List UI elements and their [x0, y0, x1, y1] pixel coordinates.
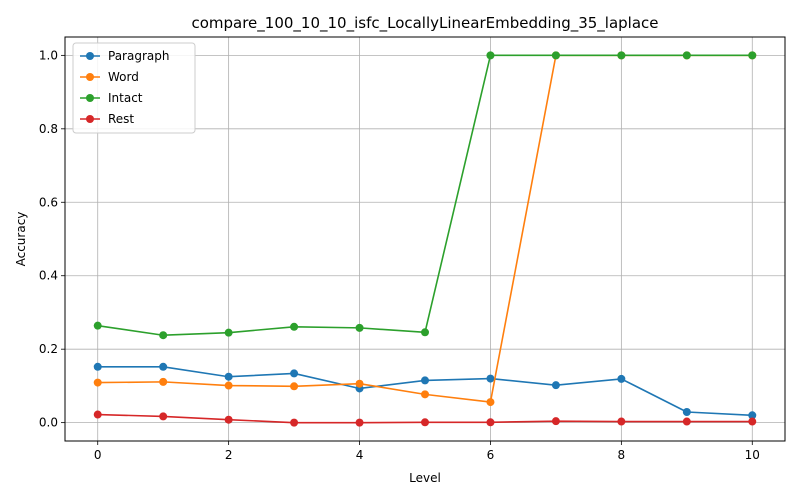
- data-point: [748, 51, 757, 60]
- data-point: [224, 372, 233, 381]
- chart-title: compare_100_10_10_isfc_LocallyLinearEmbe…: [191, 14, 658, 33]
- data-point: [290, 322, 299, 331]
- data-point: [159, 377, 168, 386]
- data-point: [224, 381, 233, 390]
- series-layer: [93, 51, 757, 427]
- legend-label: Rest: [108, 112, 134, 126]
- x-tick-label: 2: [225, 448, 233, 462]
- data-point: [486, 374, 495, 383]
- x-tick-label: 6: [487, 448, 495, 462]
- data-point: [355, 379, 364, 388]
- data-point: [159, 412, 168, 421]
- legend-item: Word: [80, 70, 139, 84]
- data-point: [486, 398, 495, 407]
- data-point: [617, 374, 626, 383]
- legend-item: Paragraph: [80, 49, 169, 63]
- x-axis-ticks: 0 2 4 6 8 10: [94, 441, 760, 462]
- data-point: [421, 328, 429, 337]
- data-point: [93, 321, 102, 330]
- series-intact: [93, 51, 757, 340]
- data-point: [93, 378, 102, 387]
- data-point: [421, 418, 429, 427]
- y-tick-label: 0.0: [39, 416, 58, 430]
- legend: Paragraph Word Intact Rest: [72, 42, 196, 134]
- data-point: [93, 362, 102, 371]
- data-point: [421, 390, 429, 399]
- y-tick-label: 0.2: [39, 342, 58, 356]
- legend-label: Word: [108, 70, 139, 84]
- x-tick-label: 8: [618, 448, 626, 462]
- data-point: [159, 362, 168, 371]
- legend-item: Intact: [80, 91, 143, 105]
- data-point: [486, 418, 495, 427]
- data-point: [748, 417, 757, 426]
- y-tick-label: 0.4: [39, 269, 58, 283]
- data-point: [486, 51, 495, 60]
- plot-frame: [64, 36, 786, 442]
- x-tick-label: 0: [94, 448, 102, 462]
- data-point: [93, 410, 102, 419]
- legend-label: Intact: [108, 91, 143, 105]
- legend-marker: [86, 94, 94, 102]
- data-point: [682, 417, 691, 426]
- y-axis-label: Accuracy: [14, 212, 28, 267]
- data-point: [421, 376, 429, 385]
- legend-frame: [72, 42, 196, 134]
- data-point: [682, 407, 691, 416]
- series-rest: [93, 410, 757, 427]
- legend-marker: [86, 52, 94, 60]
- data-point: [290, 369, 299, 378]
- y-tick-label: 1.0: [39, 48, 58, 62]
- data-point: [551, 381, 560, 390]
- data-point: [224, 328, 233, 337]
- x-tick-label: 10: [745, 448, 760, 462]
- data-point: [290, 382, 299, 391]
- data-point: [355, 323, 364, 332]
- data-point: [290, 418, 299, 427]
- data-point: [355, 418, 364, 427]
- legend-item: Rest: [80, 112, 134, 126]
- legend-marker: [86, 73, 94, 81]
- data-point: [551, 51, 560, 60]
- x-axis-label: Level: [409, 471, 441, 485]
- legend-marker: [86, 115, 94, 123]
- data-point: [682, 51, 691, 60]
- data-point: [224, 415, 233, 424]
- data-point: [617, 417, 626, 426]
- data-point: [617, 51, 626, 60]
- x-tick-label: 4: [356, 448, 364, 462]
- data-point: [551, 417, 560, 426]
- y-axis-ticks: 0.0 0.2 0.4 0.6 0.8 1.0: [39, 48, 65, 430]
- y-tick-label: 0.8: [39, 122, 58, 136]
- legend-label: Paragraph: [108, 49, 169, 63]
- data-point: [159, 331, 168, 340]
- data-point: [748, 411, 757, 420]
- y-tick-label: 0.6: [39, 195, 58, 209]
